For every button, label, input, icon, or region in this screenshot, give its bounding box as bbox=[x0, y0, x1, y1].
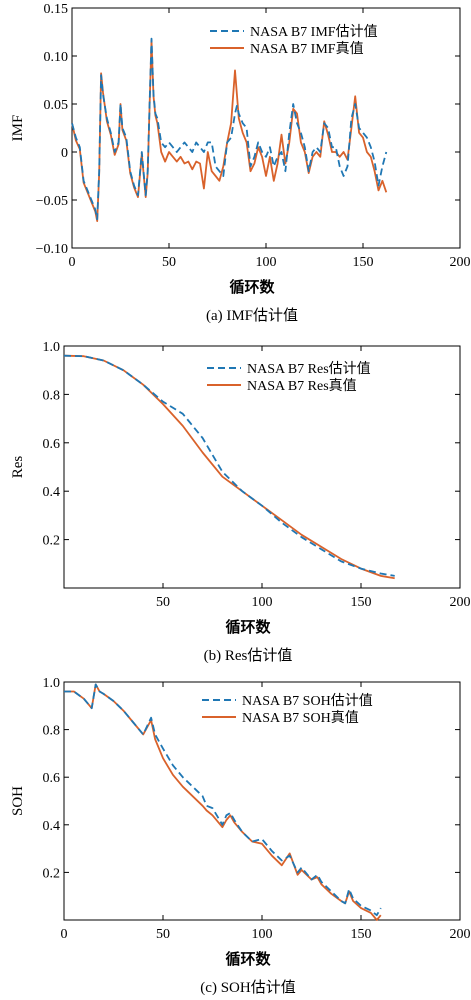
legend-label-estimate: NASA B7 Res估计值 bbox=[247, 361, 371, 377]
x-tick-label: 200 bbox=[450, 255, 471, 270]
x-tick-label: 0 bbox=[61, 927, 68, 942]
x-tick-label: 200 bbox=[450, 927, 471, 942]
legend-label-truth: NASA B7 SOH真值 bbox=[242, 710, 359, 726]
legend-label-estimate: NASA B7 SOH估计值 bbox=[242, 693, 373, 709]
y-axis-label: IMF bbox=[10, 115, 26, 142]
y-tick-label: 0.05 bbox=[44, 98, 69, 113]
y-tick-label: 0.6 bbox=[43, 771, 61, 786]
x-tick-label: 50 bbox=[162, 255, 176, 270]
chart-panel-3: 0 50 100 150 200 0.2 0.4 0.6 0.8 1.0 SOH 循环数 (c) SOH… bbox=[10, 676, 471, 996]
legend-label-truth: NASA B7 Res真值 bbox=[247, 378, 357, 394]
x-axis-label: 循环数 bbox=[225, 950, 271, 968]
y-tick-label: −0.10 bbox=[36, 242, 68, 257]
legend-label-estimate: NASA B7 IMF估计值 bbox=[250, 24, 378, 40]
y-tick-label: 0.15 bbox=[44, 2, 69, 17]
chart-panel-2: 50 100 150 200 0.2 0.4 0.6 0.8 1.0 Res 循环数 (b) Res估… bbox=[10, 340, 471, 664]
y-tick-label: 0.8 bbox=[43, 724, 61, 739]
y-tick-label: 0.4 bbox=[43, 485, 61, 500]
x-tick-label: 50 bbox=[156, 927, 170, 942]
figure-caption: (a) IMF估计值 bbox=[206, 307, 298, 324]
x-tick-label: 100 bbox=[256, 255, 277, 270]
series-line-estimate bbox=[64, 683, 382, 917]
y-axis-label: Res bbox=[10, 456, 26, 479]
y-tick-label: 0.10 bbox=[44, 50, 69, 65]
y-tick-label: 1.0 bbox=[43, 340, 61, 355]
y-tick-label: 0.4 bbox=[43, 819, 61, 834]
x-axis-label: 循环数 bbox=[229, 278, 275, 296]
series-line-estimate bbox=[63, 354, 395, 577]
y-tick-label: 0.8 bbox=[43, 388, 61, 403]
x-tick-label: 150 bbox=[351, 595, 372, 610]
y-tick-label: 0.2 bbox=[43, 534, 61, 549]
y-tick-label: 0.6 bbox=[43, 437, 61, 452]
x-tick-label: 150 bbox=[351, 927, 372, 942]
series-line-estimate bbox=[71, 37, 388, 221]
legend-label-truth: NASA B7 IMF真值 bbox=[250, 41, 364, 57]
x-tick-label: 50 bbox=[156, 595, 170, 610]
y-tick-label: 1.0 bbox=[43, 676, 61, 691]
x-tick-label: 150 bbox=[353, 255, 374, 270]
y-tick-label: 0 bbox=[61, 146, 68, 161]
x-tick-label: 100 bbox=[252, 927, 273, 942]
x-tick-label: 100 bbox=[252, 595, 273, 610]
x-tick-label: 200 bbox=[450, 595, 471, 610]
y-tick-label: −0.05 bbox=[36, 194, 68, 209]
x-axis-label: 循环数 bbox=[225, 618, 271, 636]
chart-panel-1: 0 50 100 150 200 −0.10 −0.05 0 0.05 0.10 0.15 IMF 循环… bbox=[10, 2, 471, 324]
y-tick-label: 0.2 bbox=[43, 866, 61, 881]
figure-caption: (c) SOH估计值 bbox=[200, 979, 295, 996]
y-axis-label: SOH bbox=[10, 786, 26, 816]
figure-caption: (b) Res估计值 bbox=[204, 647, 293, 664]
x-tick-label: 0 bbox=[69, 255, 76, 270]
